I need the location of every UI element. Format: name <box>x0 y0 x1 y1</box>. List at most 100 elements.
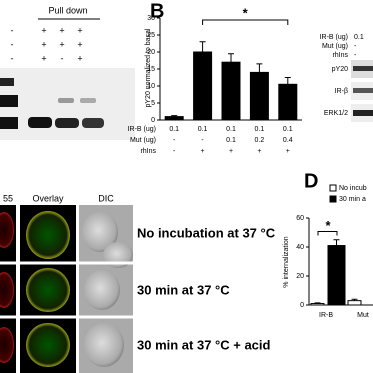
band <box>28 117 52 128</box>
sign: + <box>59 39 64 49</box>
table-cell: + <box>286 148 290 155</box>
table-cell: 0.2 <box>255 137 265 144</box>
cell <box>84 323 124 367</box>
table-cell: 0.1 <box>283 126 293 133</box>
column-header: 55 <box>3 193 13 203</box>
blot-image <box>0 68 135 140</box>
bar <box>249 71 269 121</box>
x-tick-label: Mut <box>357 312 369 319</box>
band <box>0 95 18 107</box>
error-bar <box>199 41 206 52</box>
y-tick-label: 5 <box>151 100 155 107</box>
table-cell: - <box>173 148 176 155</box>
sign: + <box>41 25 46 35</box>
chart-b: B pY20 normalized to basal 0 5 10 15 20 25 30 I… <box>128 0 302 155</box>
table-label: IR-B (ug) <box>128 126 156 133</box>
y-axis-label: pY20 normalized to basal <box>145 28 152 107</box>
y-tick-label: 20 <box>296 273 304 280</box>
band <box>58 98 74 103</box>
y-tick-label: 10 <box>147 83 155 90</box>
band <box>0 117 18 129</box>
row-label: Mut (ug) <box>322 43 348 50</box>
table-cell: 0.4 <box>283 137 293 144</box>
cell <box>0 327 14 363</box>
y-tick-label: 0 <box>151 117 155 124</box>
row-label: 30 min at 37 °C <box>137 282 230 297</box>
bar <box>164 116 184 121</box>
sign: - <box>11 25 14 35</box>
error-bar <box>228 53 234 63</box>
table-label: rhIns <box>140 148 156 155</box>
row-label: rhIns <box>332 52 348 59</box>
microscopy: 55 Overlay DIC No incubation at 37 °C 30 min… <box>0 192 276 373</box>
error-bar <box>333 239 340 246</box>
band <box>82 118 104 128</box>
table-cell: 0.1 <box>198 126 208 133</box>
cell <box>26 323 70 367</box>
cell <box>82 212 118 252</box>
band <box>0 78 14 86</box>
header-bg <box>0 192 140 205</box>
cell <box>84 270 120 310</box>
error-bar <box>284 77 291 85</box>
annotation: * <box>325 218 331 233</box>
cell <box>26 268 70 312</box>
bar <box>347 300 362 306</box>
band <box>353 110 373 116</box>
y-tick-label: 25 <box>147 32 155 39</box>
sign: - <box>11 53 14 63</box>
legend-swatch <box>329 195 337 203</box>
sign: + <box>41 39 46 49</box>
band-label: pY20 <box>332 66 348 73</box>
panel-letter: D <box>304 170 318 192</box>
sign: - <box>61 53 64 63</box>
column-header: Overlay <box>32 193 64 203</box>
legend-swatch <box>329 184 337 192</box>
table-cell: + <box>229 148 233 155</box>
error-bar <box>256 63 263 73</box>
row-value: - <box>354 52 357 59</box>
sign: + <box>77 39 82 49</box>
table-cell: 0.1 <box>226 137 236 144</box>
sign: - <box>11 39 14 49</box>
y-tick-label: 0 <box>300 302 304 309</box>
y-tick-label: 60 <box>296 215 304 222</box>
bracket <box>317 231 338 236</box>
annotation: * <box>243 5 249 20</box>
y-axis-label: % internalization <box>283 236 290 287</box>
blot-title: Pull down <box>48 5 87 15</box>
y-tick-label: 40 <box>296 244 304 251</box>
bar <box>221 61 241 121</box>
table-cell: - <box>173 137 176 144</box>
cell <box>26 211 70 259</box>
sign: + <box>77 25 82 35</box>
row-label: IR-B (ug) <box>320 34 348 41</box>
legend-label: 30 min a <box>339 196 366 203</box>
panel-letter: B <box>150 0 164 22</box>
legend-label: No incub <box>339 185 367 192</box>
row-value: - <box>354 43 357 50</box>
row-label: 30 min at 37 °C + acid <box>137 337 271 352</box>
sign: + <box>59 25 64 35</box>
bracket <box>202 19 289 25</box>
table-cell: + <box>257 148 261 155</box>
table-label: Mut (ug) <box>130 137 156 144</box>
table-cell: 0.1 <box>169 126 179 133</box>
band <box>353 66 373 71</box>
table-cell: 0.1 <box>226 126 236 133</box>
band <box>353 88 373 93</box>
cell <box>0 212 14 248</box>
bar <box>278 83 298 121</box>
blot-left: Pull down - + + + - + + + - + - + <box>0 5 135 140</box>
bar <box>327 245 346 306</box>
band <box>55 118 79 128</box>
table-cell: 0.1 <box>255 126 265 133</box>
row-label: No incubation at 37 °C <box>137 225 276 240</box>
band-label: IR-β <box>335 88 348 95</box>
table-cell: + <box>201 148 205 155</box>
sign: + <box>77 53 82 63</box>
table-cell: - <box>201 137 204 144</box>
column-header: DIC <box>98 193 114 203</box>
band <box>80 98 96 103</box>
